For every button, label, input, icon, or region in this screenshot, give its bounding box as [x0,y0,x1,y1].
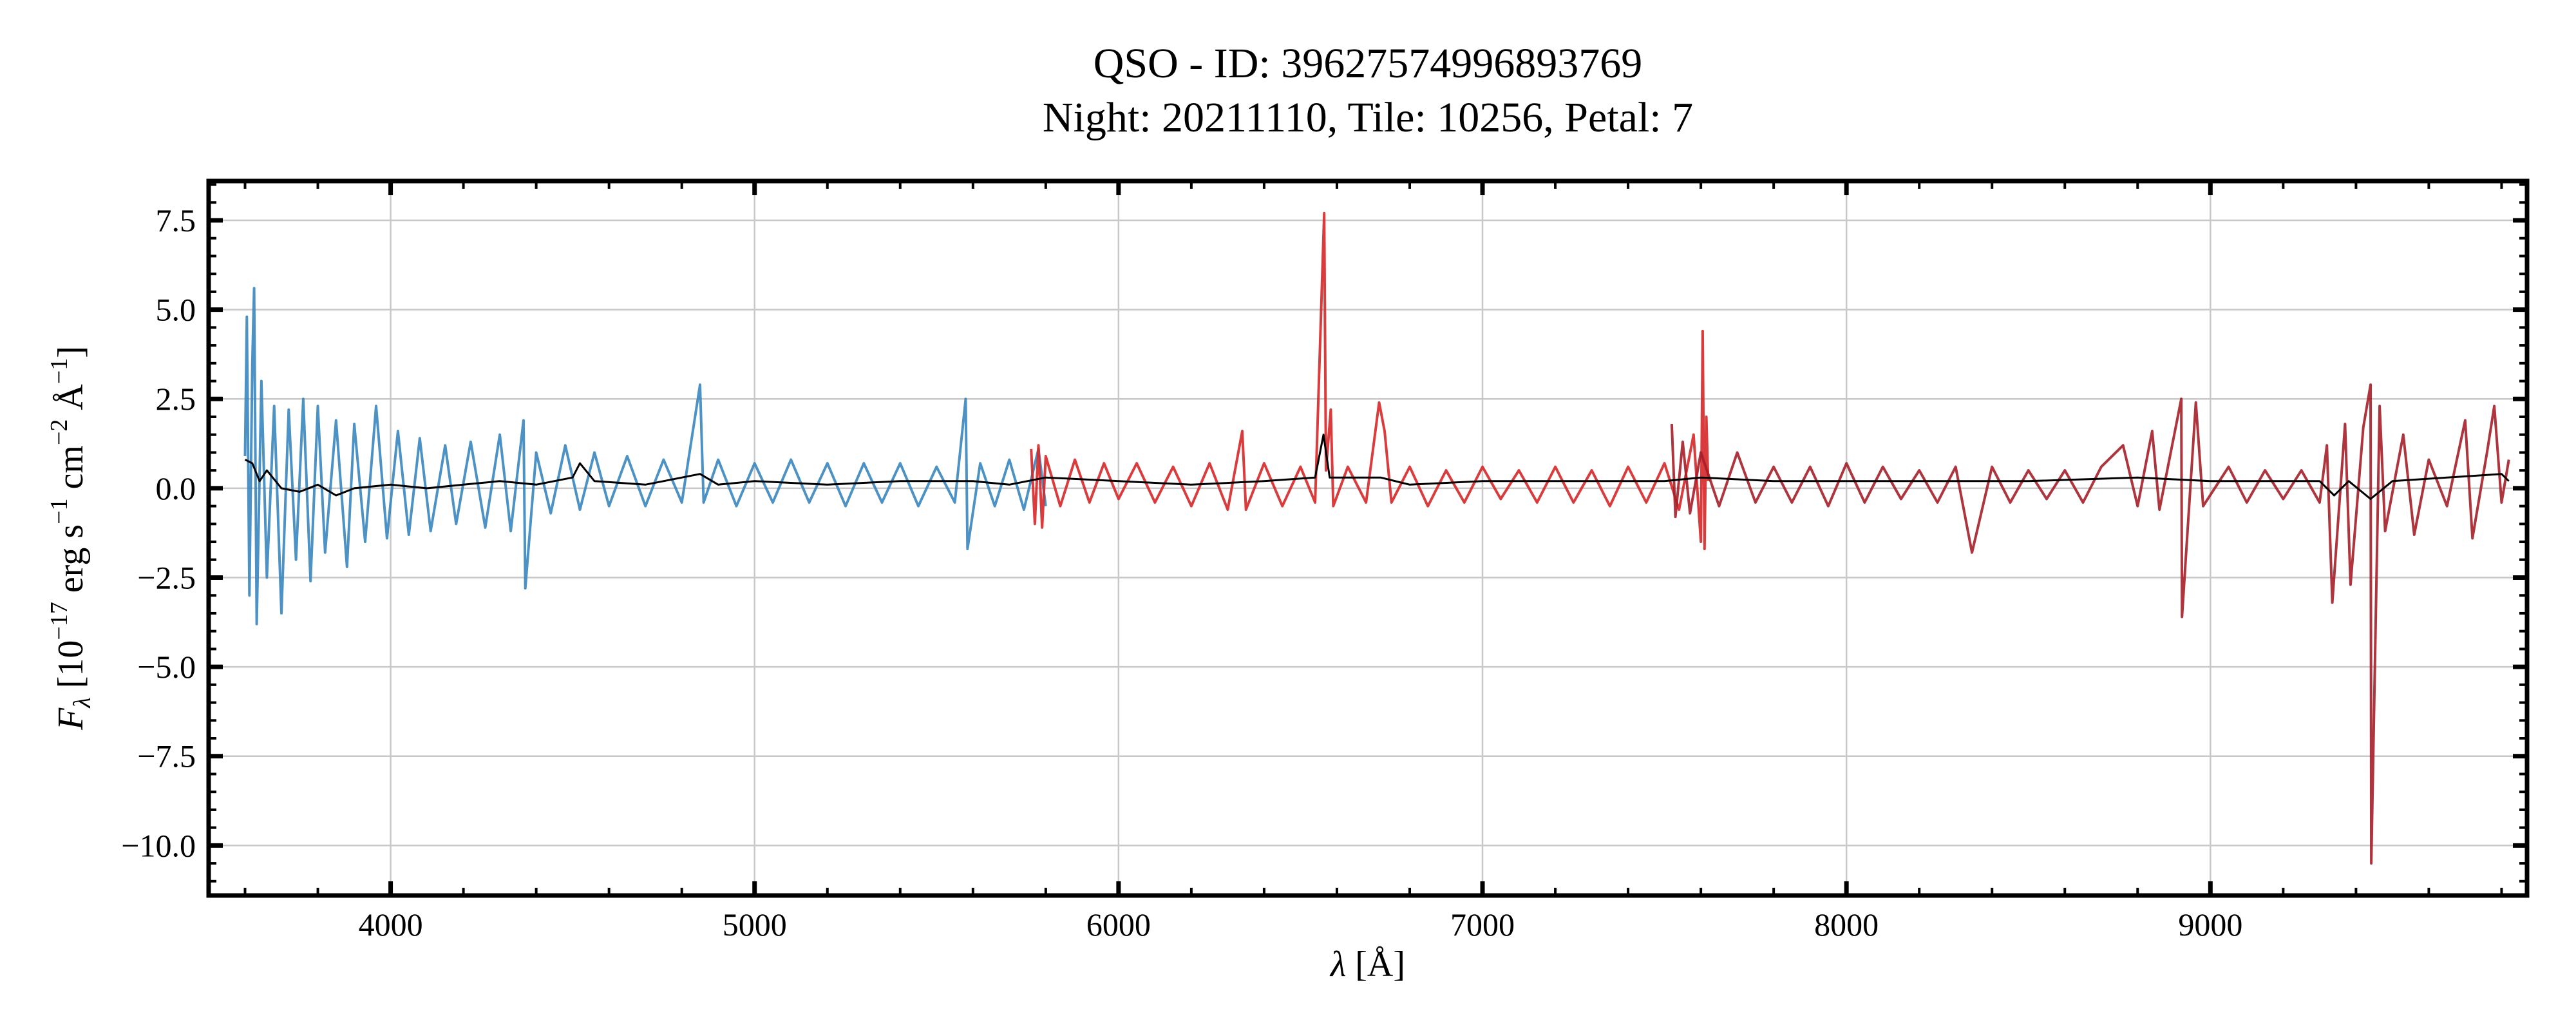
chart-subtitle: Night: 20211110, Tile: 10256, Petal: 7 [1043,94,1693,141]
grid [209,181,2527,895]
model-fit-line [244,434,2510,500]
y-tick-label: −2.5 [137,559,196,595]
y-tick-label: 5.0 [156,292,196,328]
y-tick-label: −5.0 [137,649,196,685]
y-tick-label: 0.0 [156,470,196,506]
chart-title: QSO - ID: 39627574996893769 [1094,40,1643,87]
ticks [209,181,2527,895]
y-axis-label: Fλ [10−17 erg s−1 cm−2 Å−1] [46,346,96,731]
x-tick-label: 5000 [723,906,787,943]
spectrum-arm-line-0 [243,287,1047,626]
x-tick-label: 8000 [1814,906,1879,943]
y-tick-label: −7.5 [137,738,196,774]
series-group [243,211,2510,865]
x-tick-label: 7000 [1450,906,1515,943]
x-tick-label: 6000 [1086,906,1151,943]
y-tick-label: −10.0 [121,827,196,863]
y-tick-label: 2.5 [156,381,196,417]
tick-labels: 4000 5000 6000 7000 8000 9000 7.5 5.0 2.5 0.0 −2.5… [121,202,2242,943]
spectrum-arm-line-1 [1030,211,1710,551]
x-tick-label: 9000 [2178,906,2242,943]
y-tick-label: 7.5 [156,202,196,238]
x-tick-label: 4000 [359,906,423,943]
axes-frame [206,178,2530,898]
spectrum-arm-line-2 [1670,383,2510,865]
x-axis-label: λ [Å] [1329,944,1405,984]
